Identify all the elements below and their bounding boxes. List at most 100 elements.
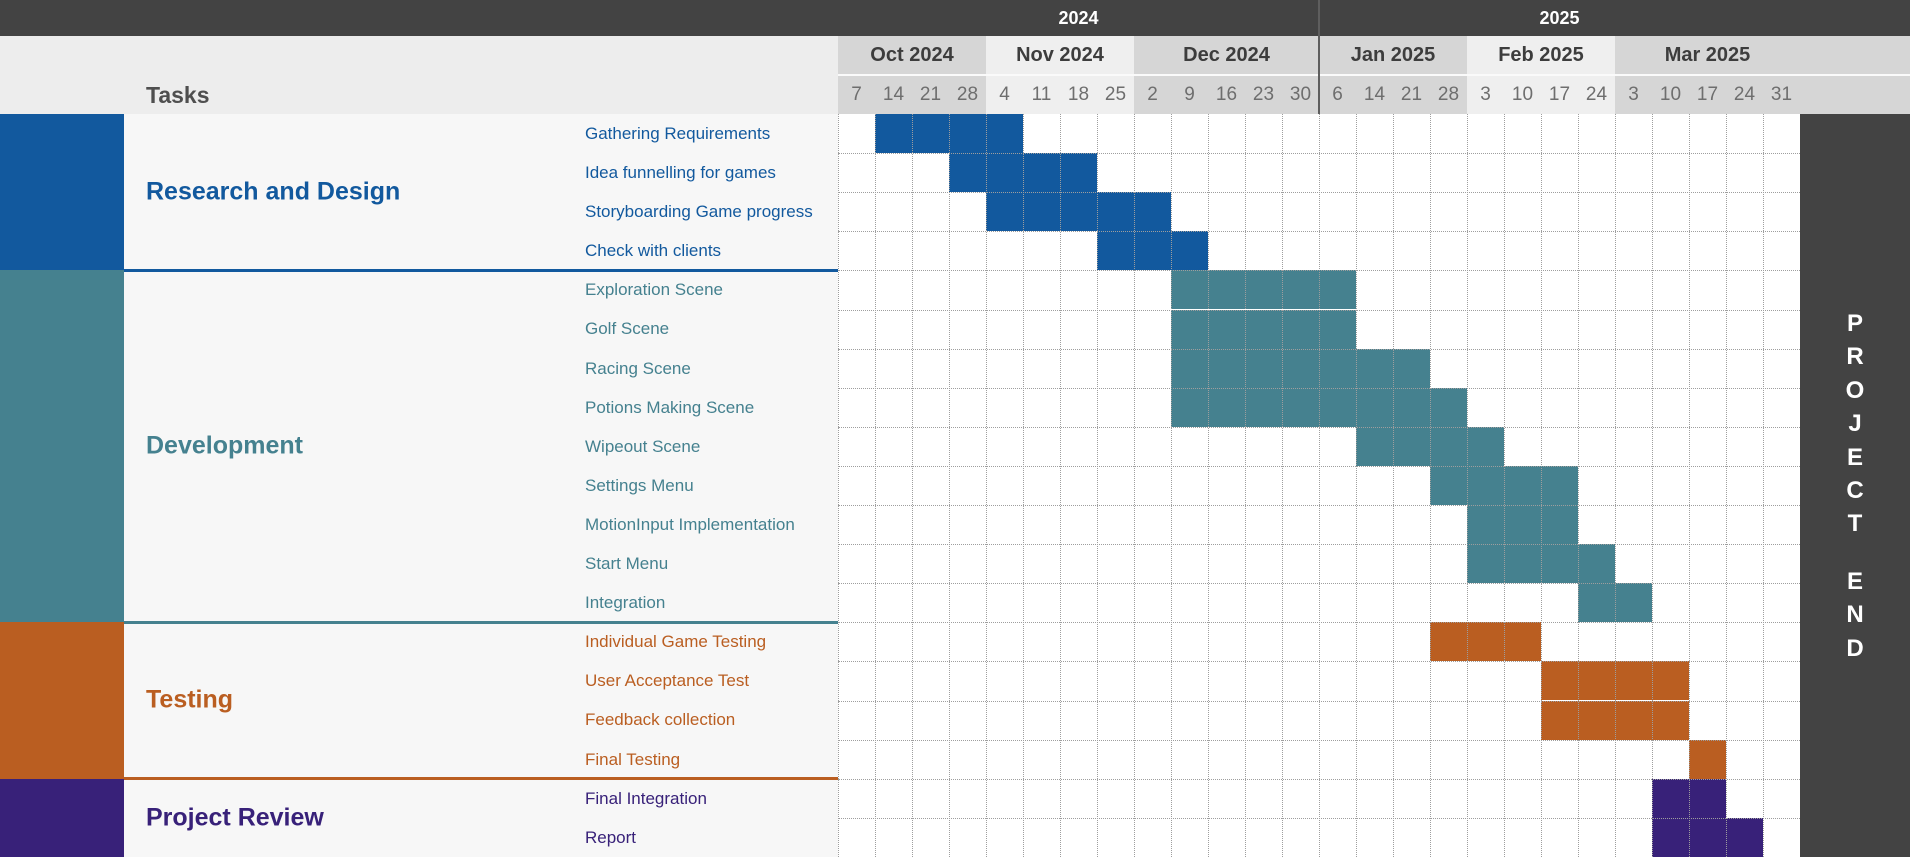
timeline-header: Oct 2024 Nov 2024 Dec 2024 Jan 2025 Feb 2025… [838, 0, 1910, 114]
task-label-potions-making-scene[interactable]: Potions Making Scene [585, 397, 755, 417]
gantt-bar-racing-scene[interactable] [1171, 348, 1430, 388]
grid-row-line-5 [838, 309, 1800, 311]
task-label-golf-scene[interactable]: Golf Scene [585, 319, 670, 339]
grid-row-line-4 [838, 270, 1800, 272]
task-label-gathering-requirements[interactable]: Gathering Requirements [585, 124, 771, 143]
grid-week-line-8 [1134, 114, 1135, 857]
week-start-date-jan-2025-28: 28 [1430, 76, 1467, 114]
banner-letter-j: J [1848, 410, 1862, 438]
grid-week-line-3 [949, 114, 950, 857]
grid-row-line-12 [838, 583, 1800, 585]
grid-week-line-12 [1282, 114, 1283, 857]
task-label-racing-scene[interactable]: Racing Scene [585, 358, 691, 378]
gantt-bar-check-with-clients[interactable] [1097, 231, 1208, 271]
grid-row-line-2 [838, 192, 1800, 194]
grid-week-line-21 [1615, 114, 1616, 857]
gantt-bar-storyboarding-game-progress[interactable] [986, 192, 1171, 232]
grid-week-line-16 [1430, 114, 1431, 857]
task-label-user-acceptance-test[interactable]: User Acceptance Test [585, 671, 750, 691]
gantt-bar-motioninput-implementation[interactable] [1467, 505, 1578, 545]
week-start-date-dec-2024-23: 23 [1245, 76, 1282, 114]
phase-color-strip-research-and-design [0, 114, 124, 271]
grid-week-line-4 [986, 114, 987, 857]
gantt-plot-area [838, 114, 1800, 857]
grid-row-line-15 [838, 700, 1800, 702]
week-start-date-mar-2025-17: 17 [1689, 76, 1726, 114]
grid-row-line-1 [838, 153, 1800, 155]
grid-week-line-13 [1319, 114, 1320, 857]
task-label-wipeout-scene[interactable]: Wipeout Scene [585, 436, 701, 456]
task-label-individual-game-testing[interactable]: Individual Game Testing [585, 632, 767, 652]
banner-letter-d: D [1846, 634, 1864, 662]
week-start-date-dec-2024-30: 30 [1282, 76, 1319, 114]
grid-week-line-17 [1467, 114, 1468, 857]
grid-week-line-7 [1097, 114, 1098, 857]
week-start-date-dec-2024-2: 2 [1134, 76, 1171, 114]
phase-label-development: Development [146, 431, 303, 460]
grid-row-line-16 [838, 739, 1800, 741]
grid-week-line-2 [912, 114, 913, 857]
week-start-date-mar-2025-31: 31 [1763, 76, 1800, 114]
task-label-report[interactable]: Report [585, 827, 637, 847]
gantt-bar-final-testing[interactable] [1689, 739, 1726, 779]
phase-section-project-review: Project Review Final Integration Report [0, 778, 838, 857]
gantt-bar-exploration-scene[interactable] [1171, 270, 1356, 310]
week-start-date-jan-2025-14: 14 [1356, 76, 1393, 114]
task-label-feedback-collection[interactable]: Feedback collection [585, 710, 736, 730]
week-start-date-nov-2024-11: 11 [1023, 76, 1060, 114]
phase-separator-research-and-design [124, 268, 838, 272]
task-label-exploration-scene[interactable]: Exploration Scene [585, 280, 723, 300]
week-start-date-oct-2024-28: 28 [949, 76, 986, 114]
grid-week-line-22 [1652, 114, 1653, 857]
month-header-jan-2025: Jan 2025 [1319, 36, 1467, 76]
grid-week-line-15 [1393, 114, 1394, 857]
task-label-check-with-clients[interactable]: Check with clients [585, 241, 722, 261]
year-label-2024: 2024 [1058, 7, 1099, 28]
grid-row-line-3 [838, 231, 1800, 233]
week-start-date-mar-2025-24: 24 [1726, 76, 1763, 114]
grid-row-line-17 [838, 778, 1800, 780]
grid-week-line-14 [1356, 114, 1357, 857]
task-label-start-menu[interactable]: Start Menu [585, 554, 669, 574]
week-start-date-nov-2024-25: 25 [1097, 76, 1134, 114]
task-label-settings-menu[interactable]: Settings Menu [585, 475, 694, 495]
task-label-final-integration[interactable]: Final Integration [585, 788, 707, 808]
year-2024-2025-divider [1318, 0, 1320, 114]
week-start-date-mar-2025-10: 10 [1652, 76, 1689, 114]
phase-section-research-and-design: Research and Design Gathering Requirement… [0, 114, 838, 272]
week-start-date-feb-2025-24: 24 [1578, 76, 1615, 114]
month-header-feb-2025: Feb 2025 [1467, 36, 1615, 76]
week-start-date-feb-2025-17: 17 [1541, 76, 1578, 114]
grid-row-line-11 [838, 544, 1800, 546]
grid-week-line-11 [1245, 114, 1246, 857]
week-start-date-oct-2024-21: 21 [912, 76, 949, 114]
month-header-filler [1800, 36, 1910, 76]
grid-week-line-6 [1060, 114, 1061, 857]
week-start-date-dec-2024-9: 9 [1171, 76, 1208, 114]
month-header-dec-2024: Dec 2024 [1134, 36, 1319, 76]
grid-row-line-14 [838, 661, 1800, 663]
tasks-column-heading: Tasks [146, 82, 210, 108]
grid-row-line-7 [838, 387, 1800, 389]
phase-separator-testing [124, 777, 838, 781]
date-row-filler [1800, 76, 1910, 114]
grid-row-line-10 [838, 505, 1800, 506]
banner-letter-r: R [1846, 343, 1864, 371]
gantt-bar-golf-scene[interactable] [1171, 309, 1356, 349]
task-label-integration[interactable]: Integration [585, 593, 666, 613]
gantt-bar-report[interactable] [1652, 817, 1763, 857]
task-label-idea-funnelling-for-games[interactable]: Idea funnelling for games [585, 163, 776, 183]
grid-row-line-8 [838, 426, 1800, 428]
phase-separator-development [124, 620, 838, 624]
task-label-storyboarding-game-progress[interactable]: Storyboarding Game progress [585, 202, 813, 222]
month-header-oct-2024: Oct 2024 [838, 36, 986, 76]
gantt-bar-individual-game-testing[interactable] [1430, 622, 1541, 662]
task-label-final-testing[interactable]: Final Testing [585, 749, 681, 769]
month-header-row: Oct 2024 Nov 2024 Dec 2024 Jan 2025 Feb 2025… [838, 36, 1910, 76]
grid-row-line-6 [838, 348, 1800, 350]
phase-label-testing: Testing [146, 685, 234, 714]
grid-week-line-19 [1541, 114, 1542, 857]
task-label-motioninput-implementation[interactable]: MotionInput Implementation [585, 514, 795, 534]
